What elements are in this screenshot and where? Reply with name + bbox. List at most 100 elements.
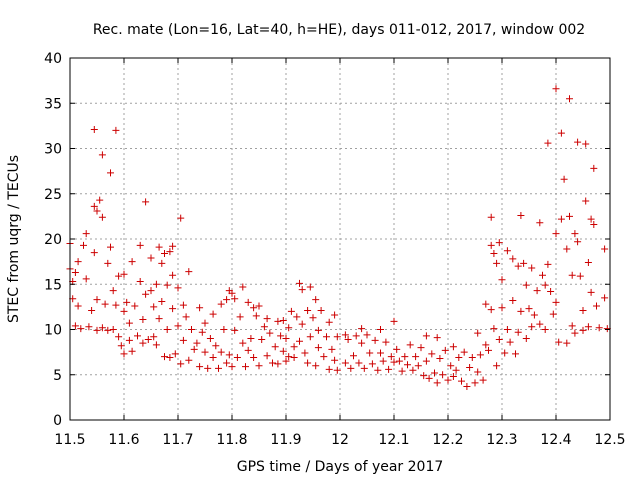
data-point — [503, 247, 511, 255]
data-point — [517, 211, 525, 219]
data-point — [574, 138, 582, 146]
data-point — [109, 326, 117, 333]
data-point — [566, 212, 573, 220]
data-point — [444, 376, 452, 384]
data-point — [125, 336, 133, 344]
data-point — [433, 334, 441, 342]
data-point — [171, 350, 179, 358]
data-point — [509, 255, 517, 263]
y-tick-labels: 0 5 10 15 20 25 30 35 40 — [44, 51, 62, 429]
data-point — [482, 300, 490, 308]
data-point — [125, 319, 133, 327]
data-point — [568, 271, 576, 279]
data-point — [117, 342, 125, 350]
data-point — [74, 302, 82, 310]
data-point — [223, 296, 231, 304]
data-point — [541, 326, 549, 333]
data-point — [490, 325, 498, 333]
data-point — [134, 332, 141, 340]
data-point — [179, 301, 187, 309]
data-point — [476, 351, 484, 359]
data-point — [185, 268, 193, 276]
data-point — [576, 272, 584, 280]
data-point — [223, 359, 231, 367]
data-point — [333, 366, 341, 374]
data-point — [460, 348, 468, 356]
data-point — [182, 313, 190, 321]
x-tick-label: 12 — [331, 432, 349, 448]
data-point — [139, 339, 147, 347]
data-point — [587, 288, 595, 296]
data-point — [131, 302, 139, 310]
data-point — [177, 360, 185, 368]
data-point — [584, 323, 592, 331]
data-point — [579, 306, 587, 314]
data-point — [101, 300, 109, 308]
data-point — [209, 354, 217, 362]
data-point — [255, 302, 263, 310]
data-point — [228, 363, 236, 371]
data-point — [98, 151, 106, 159]
data-point — [420, 372, 428, 380]
data-point — [77, 325, 85, 333]
data-point — [285, 324, 293, 332]
data-point — [252, 312, 260, 320]
data-point — [323, 333, 330, 341]
y-tick-label: 30 — [44, 142, 62, 158]
data-point — [447, 362, 455, 370]
data-point — [120, 270, 128, 278]
data-point — [317, 306, 325, 314]
x-tick-label: 11.5 — [54, 432, 85, 448]
grid-lines — [70, 58, 610, 420]
data-point — [128, 258, 136, 266]
data-point — [401, 353, 409, 361]
y-tick-label: 0 — [53, 413, 62, 429]
data-point — [236, 313, 244, 321]
data-point — [487, 306, 495, 314]
data-point — [217, 348, 225, 356]
data-point — [509, 297, 517, 305]
data-point — [584, 259, 592, 267]
data-point — [498, 304, 506, 312]
data-point — [112, 301, 120, 309]
data-point — [395, 357, 403, 365]
data-point — [279, 316, 287, 324]
data-point — [544, 139, 552, 147]
data-point — [161, 249, 168, 257]
data-point — [142, 198, 150, 206]
data-point — [514, 328, 522, 336]
x-tick-label: 11.8 — [216, 432, 247, 448]
data-point — [347, 364, 355, 372]
data-point — [201, 319, 209, 327]
data-point — [298, 286, 306, 294]
data-point — [266, 329, 274, 337]
data-point — [487, 213, 495, 221]
x-tick-label: 12.2 — [432, 432, 463, 448]
data-point — [231, 295, 239, 303]
data-point — [282, 357, 290, 365]
data-point — [306, 333, 314, 341]
data-point — [169, 271, 177, 279]
data-point — [107, 243, 114, 251]
data-point — [595, 324, 603, 332]
x-tick-label: 11.9 — [270, 432, 301, 448]
data-point — [174, 284, 182, 292]
data-point — [493, 259, 501, 267]
data-point — [82, 275, 90, 283]
data-point — [371, 336, 379, 344]
data-point — [71, 322, 79, 330]
data-point — [568, 322, 576, 330]
data-point — [255, 362, 263, 370]
data-point — [263, 315, 271, 323]
data-point — [514, 262, 522, 270]
data-point — [498, 276, 506, 284]
data-point — [155, 315, 163, 323]
data-point — [231, 326, 239, 334]
data-point — [120, 307, 128, 315]
data-point — [479, 376, 487, 384]
data-point — [449, 373, 457, 381]
data-point — [436, 354, 444, 362]
data-point — [250, 304, 258, 312]
